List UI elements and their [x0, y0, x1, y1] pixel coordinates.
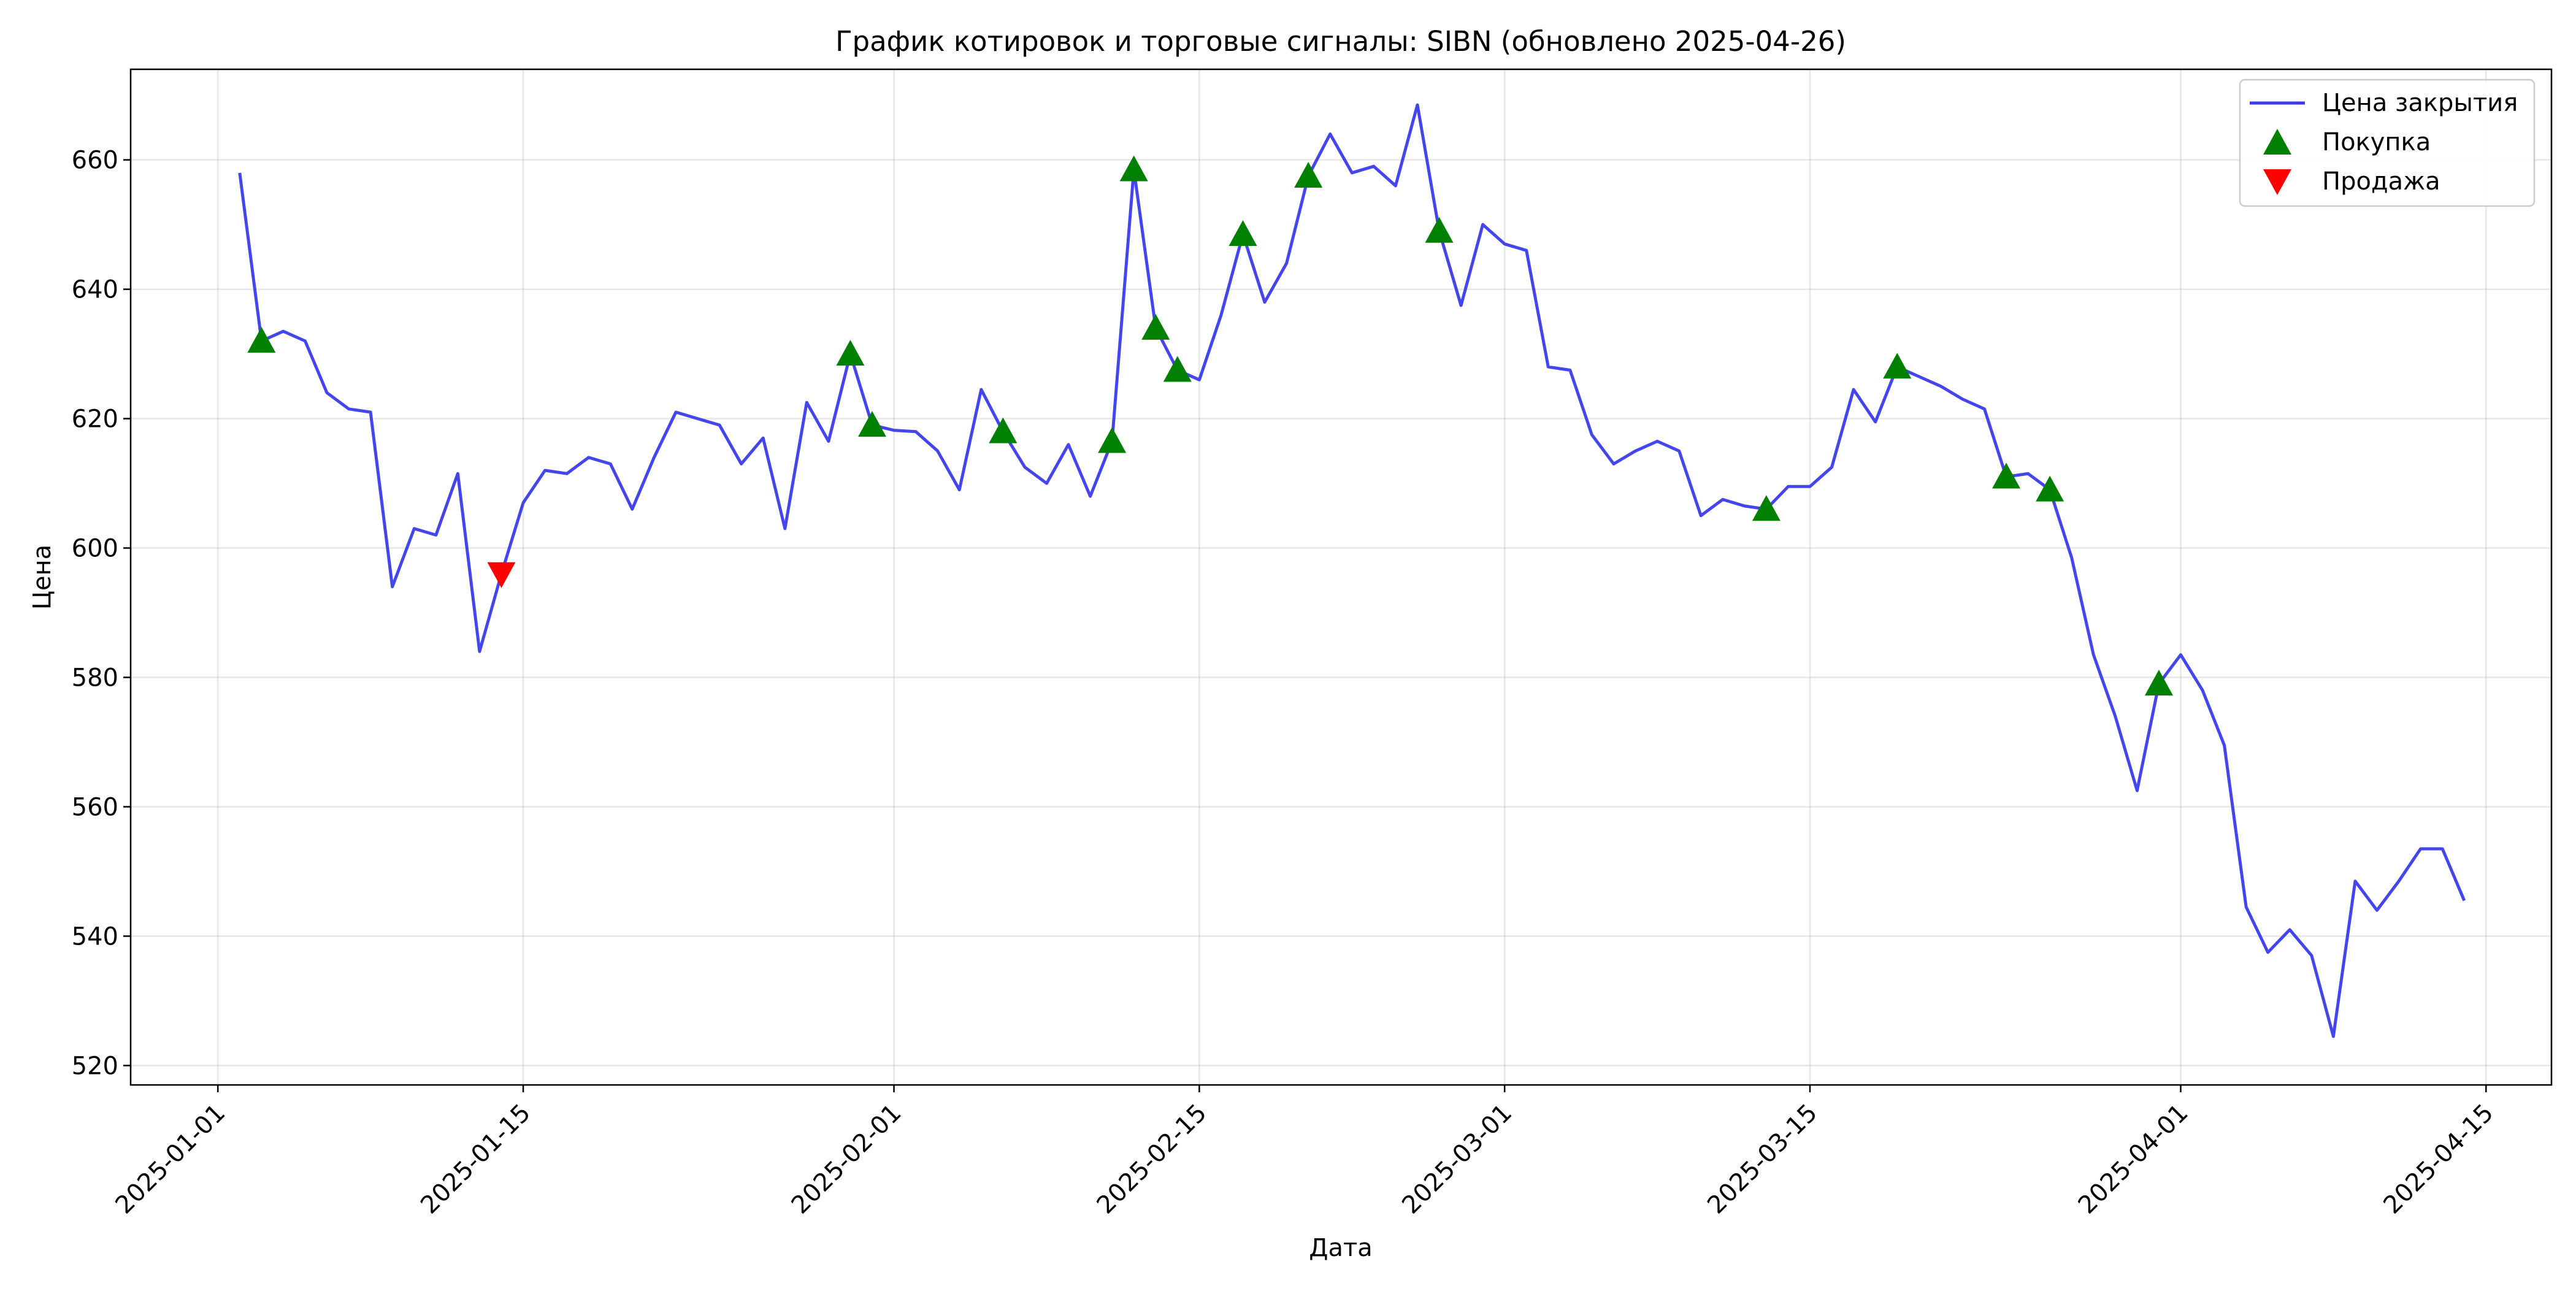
legend-label-buy: Покупка	[2322, 128, 2431, 156]
y-tick-label: 660	[72, 147, 118, 175]
buy-signal-marker	[2144, 670, 2173, 696]
x-axis-label: Дата	[1309, 1234, 1373, 1262]
legend-sell-marker	[2263, 169, 2291, 195]
legend-box	[2239, 79, 2536, 207]
buy-signal-marker	[1229, 220, 1257, 246]
buy-signal-marker	[836, 340, 865, 366]
buy-signal-marker	[1992, 462, 2021, 489]
buy-signal-marker	[1294, 162, 1323, 188]
buy-signal-marker	[989, 417, 1018, 443]
buy-signal-marker	[1883, 353, 1912, 379]
sell-signal-marker	[487, 562, 516, 588]
legend: Цена закрытия Покупка Продажа	[2239, 79, 2536, 207]
buy-signal-marker	[1098, 427, 1127, 453]
y-axis-label: Цена	[28, 545, 56, 610]
grid-layer	[131, 69, 2551, 1085]
legend-label-sell: Продажа	[2322, 167, 2440, 196]
legend-label-close: Цена закрытия	[2322, 89, 2518, 117]
buy-signal-marker	[247, 327, 276, 353]
y-tick-label: 600	[72, 535, 118, 563]
y-tick-label: 540	[72, 922, 118, 951]
buy-signal-marker	[2036, 475, 2064, 502]
close-price-line	[238, 103, 2466, 1038]
buy-signal-marker	[1119, 155, 1148, 182]
y-tick-label: 560	[72, 793, 118, 821]
y-tick-label: 520	[72, 1052, 118, 1080]
y-tick-label: 640	[72, 276, 118, 304]
buy-signal-marker	[1163, 356, 1192, 382]
buy-signal-marker	[857, 411, 886, 437]
series-layer	[238, 103, 2466, 1038]
plot-area-frame	[129, 68, 2553, 1086]
buy-signal-marker	[1425, 216, 1454, 243]
legend-buy-marker	[2263, 129, 2291, 155]
y-tick-label: 580	[72, 664, 118, 692]
chart-title: График котировок и торговые сигналы: SIB…	[835, 25, 1846, 58]
signal-marker-layer	[247, 155, 2173, 696]
buy-signal-marker	[1752, 495, 1781, 521]
buy-signal-marker	[1141, 313, 1170, 340]
y-tick-label: 620	[72, 405, 118, 434]
